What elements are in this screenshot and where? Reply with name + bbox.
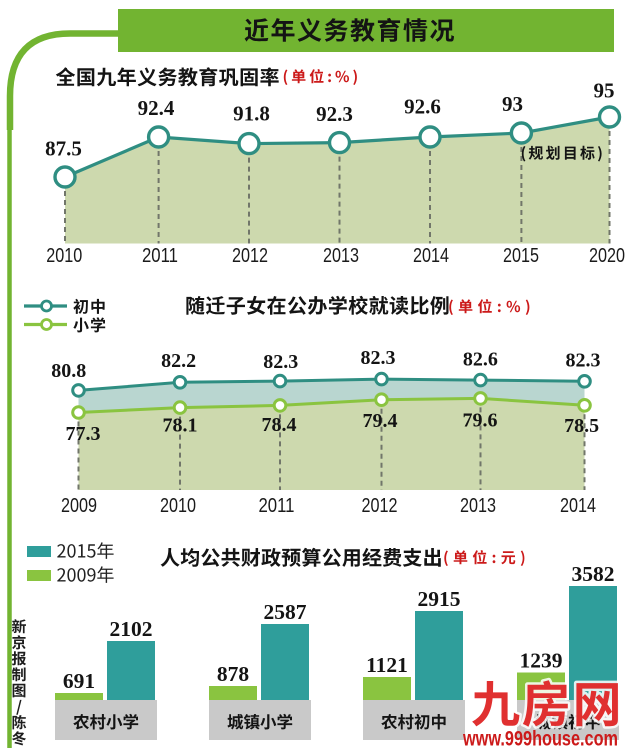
svg-text:82.3: 82.3 [263,351,298,373]
svg-text:2915: 2915 [418,587,461,611]
svg-text:2102: 2102 [110,617,153,641]
svg-text:2010: 2010 [46,245,82,267]
svg-text:91.8: 91.8 [233,102,270,126]
svg-text:82.2: 82.2 [161,350,196,372]
svg-text:2011: 2011 [259,495,295,517]
svg-text:2014: 2014 [560,495,596,517]
svg-text:77.3: 77.3 [66,423,101,445]
svg-text:2011: 2011 [142,245,178,267]
svg-text:2013: 2013 [460,495,496,517]
svg-text:82.3: 82.3 [566,350,601,372]
svg-text:1121: 1121 [366,653,408,677]
svg-text:2020: 2020 [589,245,625,267]
svg-text:www.999house.com: www.999house.com [462,727,618,749]
svg-text:2012: 2012 [232,245,268,267]
svg-text:78.1: 78.1 [163,415,198,437]
svg-text:78.4: 78.4 [262,414,297,436]
svg-text:92.6: 92.6 [404,95,441,119]
svg-text:2587: 2587 [264,600,307,624]
svg-text:82.6: 82.6 [463,349,498,371]
svg-text:95: 95 [594,79,615,103]
svg-text:2013: 2013 [323,245,359,267]
svg-text:2010: 2010 [160,495,196,517]
svg-text:3582: 3582 [572,562,615,586]
svg-text:691: 691 [63,669,95,693]
svg-text:2015: 2015 [503,245,539,267]
svg-text:79.6: 79.6 [463,410,498,432]
svg-text:92.3: 92.3 [316,102,353,126]
svg-text:2012: 2012 [362,495,398,517]
svg-text:87.5: 87.5 [45,137,82,161]
svg-text:79.4: 79.4 [363,410,398,432]
svg-text:878: 878 [217,662,250,686]
svg-text:1239: 1239 [520,649,563,673]
svg-text:92.4: 92.4 [138,96,175,120]
svg-text:80.8: 80.8 [51,360,86,382]
svg-text:82.3: 82.3 [361,347,396,369]
svg-text:78.5: 78.5 [564,415,599,437]
svg-text:2014: 2014 [413,245,449,267]
svg-text:2009: 2009 [61,495,97,517]
svg-text:93: 93 [502,92,523,116]
